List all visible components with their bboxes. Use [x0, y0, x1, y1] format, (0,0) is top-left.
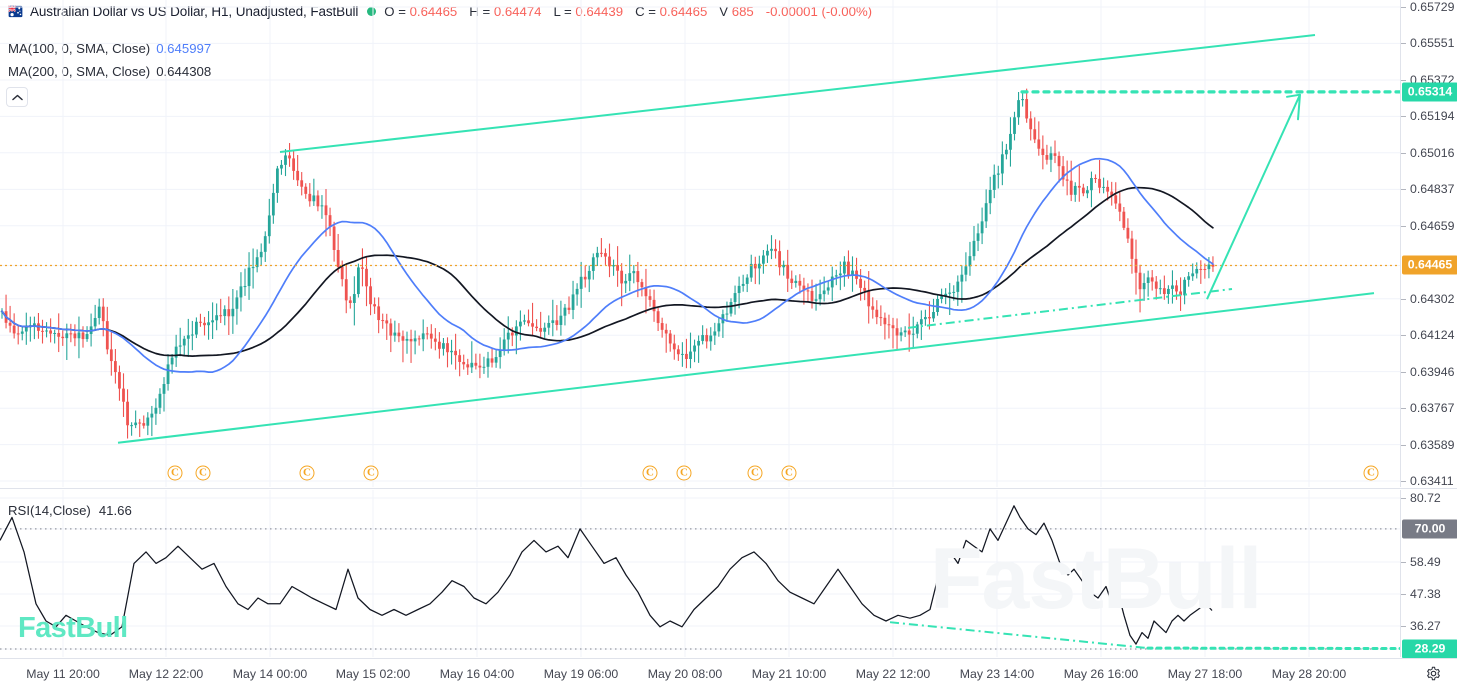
symbol-title: Australian Dollar vs US Dollar, H1, Unad…: [30, 4, 359, 19]
support-trendline[interactable]: [907, 287, 1233, 329]
rsi-line: [0, 505, 1213, 645]
ma100-value: 0.645997: [156, 41, 212, 56]
rsi-axis-tick: 58.49: [1401, 555, 1457, 569]
ma200-label: MA(200, 0, SMA, Close): [8, 64, 151, 79]
time-axis-tick: May 28 20:00: [1271, 667, 1347, 681]
price-axis-tick: 0.63946: [1401, 365, 1457, 379]
chevron-up-icon: [11, 94, 23, 100]
time-axis-tick: May 23 14:00: [959, 667, 1035, 681]
ma100-legend[interactable]: MA(100, 0, SMA, Close) 0.645997: [8, 41, 211, 56]
calendar-event-marker[interactable]: C: [747, 465, 763, 481]
calendar-event-marker[interactable]: C: [195, 465, 211, 481]
rsi-pane[interactable]: [0, 490, 1457, 657]
ohlc-open-value: 0.64465: [409, 4, 458, 19]
ohlc-close-value: 0.64465: [659, 4, 708, 19]
price-axis-tick: 0.63767: [1401, 401, 1457, 415]
ohlc-high: H = 0.64474: [469, 4, 542, 19]
price-plot[interactable]: [0, 0, 1400, 487]
time-axis-tick: May 26 16:00: [1063, 667, 1139, 681]
price-axis-tick: 0.65194: [1401, 109, 1457, 123]
time-axis-tick: May 16 04:00: [439, 667, 515, 681]
time-axis-tick: May 19 06:00: [543, 667, 619, 681]
price-pane[interactable]: [0, 0, 1457, 487]
price-axis-tick: 0.65016: [1401, 146, 1457, 160]
target-price-badge[interactable]: 0.65314: [1402, 82, 1457, 102]
ma100-label: MA(100, 0, SMA, Close): [8, 41, 151, 56]
candlestick-series[interactable]: [0, 88, 1215, 439]
rsi-overbought-badge[interactable]: 70.00: [1402, 519, 1457, 539]
rsi-value: 41.66: [98, 503, 132, 518]
rsi-plot[interactable]: [0, 490, 1400, 657]
rsi-downtrend-line[interactable]: [889, 621, 1149, 650]
time-axis-tick: May 21 10:00: [751, 667, 827, 681]
price-change: -0.00001 (-0.00%): [765, 4, 873, 19]
time-axis-tick: May 12 22:00: [128, 667, 204, 681]
time-axis-tick: May 15 02:00: [335, 667, 411, 681]
ohlc-high-value: 0.64474: [493, 4, 542, 19]
channel-lower-line[interactable]: [117, 292, 1375, 444]
calendar-event-marker[interactable]: C: [167, 465, 183, 481]
time-axis-tick: May 20 08:00: [647, 667, 723, 681]
ma200-line: [1, 186, 1214, 357]
ohlc-volume: V 685: [719, 4, 754, 19]
calendar-event-marker[interactable]: C: [642, 465, 658, 481]
ma100-line: [1, 157, 1214, 373]
australia-flag-icon: [8, 5, 23, 18]
price-axis[interactable]: 0.65729 0.65551 0.65372 0.65194 0.65016 0.648…: [1400, 0, 1457, 488]
time-axis[interactable]: May 11 20:00 May 12 22:00 May 14 00:00 May …: [0, 658, 1457, 690]
channel-upper-line[interactable]: [279, 34, 1316, 153]
pane-divider: [0, 488, 1457, 489]
rsi-legend[interactable]: RSI(14,Close) 41.66: [8, 503, 132, 518]
time-axis-tick: May 11 20:00: [26, 667, 100, 681]
chart-settings-button[interactable]: [1426, 666, 1441, 686]
calendar-event-marker[interactable]: C: [1363, 465, 1379, 481]
price-axis-tick: 0.63589: [1401, 438, 1457, 452]
price-axis-tick: 0.64124: [1401, 328, 1457, 342]
calendar-event-marker[interactable]: C: [781, 465, 797, 481]
price-axis-tick: 0.64837: [1401, 182, 1457, 196]
ohlc-open: O = 0.64465: [384, 4, 458, 19]
rsi-current-badge[interactable]: 28.29: [1402, 639, 1457, 659]
ma200-legend[interactable]: MA(200, 0, SMA, Close) 0.644308: [8, 64, 211, 79]
collapse-pane-button[interactable]: [6, 87, 28, 107]
rsi-label: RSI(14,Close): [8, 503, 91, 518]
calendar-event-marker[interactable]: C: [299, 465, 315, 481]
ma200-value: 0.644308: [156, 64, 212, 79]
rsi-axis-tick: 47.38: [1401, 587, 1457, 601]
market-status-dot: [367, 7, 377, 16]
price-axis-tick: 0.65729: [1401, 0, 1457, 14]
price-axis-tick: 0.65551: [1401, 36, 1457, 50]
price-axis-tick: 0.64659: [1401, 219, 1457, 233]
rsi-axis[interactable]: 80.72 58.49 47.38 36.27 70.00 28.29: [1400, 490, 1457, 659]
price-axis-tick: 0.63411: [1401, 474, 1457, 488]
rsi-axis-tick: 36.27: [1401, 619, 1457, 633]
ohlc-volume-value: 685: [731, 4, 754, 19]
calendar-event-marker[interactable]: C: [363, 465, 379, 481]
time-axis-tick: May 14 00:00: [232, 667, 308, 681]
last-price-badge[interactable]: 0.64465: [1402, 255, 1457, 275]
calendar-event-marker[interactable]: C: [676, 465, 692, 481]
ohlc-low: L = 0.64439: [553, 4, 624, 19]
time-axis-tick: May 22 12:00: [855, 667, 931, 681]
projection-arrow[interactable]: [1206, 93, 1301, 300]
price-axis-tick: 0.64302: [1401, 292, 1457, 306]
time-axis-tick: May 27 18:00: [1167, 667, 1243, 681]
ohlc-close: C = 0.64465: [635, 4, 708, 19]
gear-icon: [1427, 666, 1440, 681]
ohlc-low-value: 0.64439: [575, 4, 624, 19]
rsi-axis-tick: 80.72: [1401, 491, 1457, 505]
symbol-legend[interactable]: Australian Dollar vs US Dollar, H1, Unad…: [8, 4, 872, 19]
